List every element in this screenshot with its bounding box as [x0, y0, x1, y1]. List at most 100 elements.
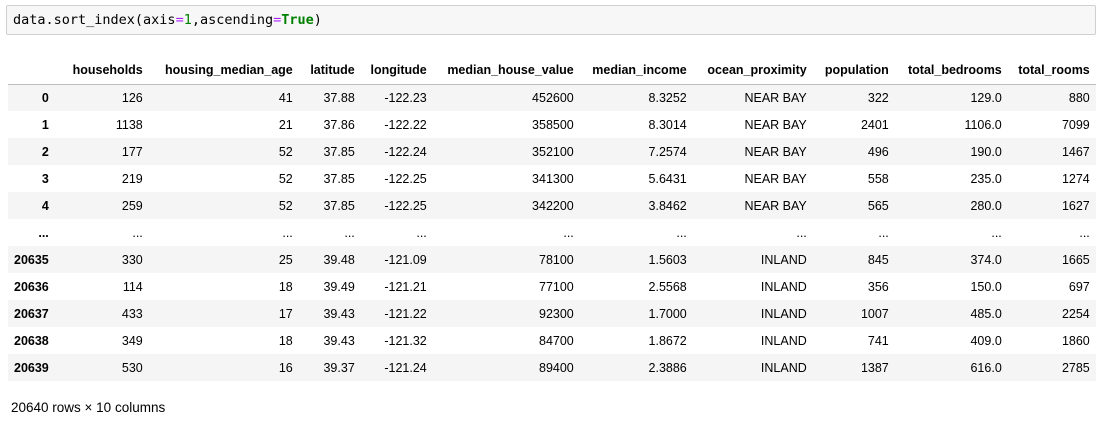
- column-header: housing_median_age: [148, 56, 299, 85]
- table-cell: 8.3252: [648, 90, 687, 105]
- column-header: population: [812, 56, 895, 85]
- table-cell: 52: [278, 144, 293, 159]
- table-cell: 259: [121, 198, 143, 213]
- row-index: ...: [38, 225, 49, 240]
- table-cell: ...: [991, 225, 1002, 240]
- table-cell: -121.24: [384, 360, 427, 375]
- table-cell: 2.5568: [648, 279, 687, 294]
- table-cell: NEAR BAY: [744, 171, 807, 186]
- table-cell: ...: [676, 225, 687, 240]
- table-cell: 8.3014: [648, 117, 687, 132]
- table-cell: INLAND: [760, 279, 807, 294]
- table-cell: 25: [278, 252, 293, 267]
- column-header: median_house_value: [432, 56, 580, 85]
- table-cell: NEAR BAY: [744, 198, 807, 213]
- table-cell: 2.3886: [648, 360, 687, 375]
- column-header: ocean_proximity: [692, 56, 813, 85]
- table-cell: 2401: [860, 117, 889, 132]
- table-row: 3 219 52 37.85 -122.25 341300 5.6431 NEAR BAY 55…: [8, 165, 1096, 192]
- table-cell: 52: [278, 198, 293, 213]
- table-cell: ...: [132, 225, 143, 240]
- table-row: 1 1138 21 37.86 -122.22 358500 8.3014 NEAR BAY 2…: [8, 111, 1096, 138]
- table-cell: 5.6431: [648, 171, 687, 186]
- table-cell: 2785: [1061, 360, 1090, 375]
- table-cell: -122.24: [384, 144, 427, 159]
- row-index: 2: [41, 144, 49, 159]
- table-cell: 845: [867, 252, 889, 267]
- table-cell: 1387: [860, 360, 889, 375]
- code-keyword-true: True: [281, 12, 314, 28]
- table-cell: 1.7000: [648, 306, 687, 321]
- table-cell: 1.8672: [648, 333, 687, 348]
- table-cell: ...: [796, 225, 807, 240]
- table-row: .................................: [8, 219, 1096, 246]
- table-cell: 39.43: [323, 333, 355, 348]
- table-cell: ...: [563, 225, 574, 240]
- table-cell: INLAND: [760, 333, 807, 348]
- column-header: latitude: [298, 56, 361, 85]
- row-index: 20638: [14, 333, 49, 348]
- table-cell: 565: [867, 198, 889, 213]
- table-cell: ...: [282, 225, 293, 240]
- table-cell: 235.0: [970, 171, 1002, 186]
- table-cell: 1.5603: [648, 252, 687, 267]
- table-row: 4 259 52 37.85 -122.25 342200 3.8462 NEAR BAY 56…: [8, 192, 1096, 219]
- table-row: 20639 530 16 39.37 -121.24 89400 2.3886 INLAND 1…: [8, 354, 1096, 381]
- table-cell: 21: [278, 117, 293, 132]
- row-index: 1: [41, 117, 49, 132]
- table-header-row: households housing_median_age latitude long…: [8, 56, 1096, 85]
- table-cell: 358500: [532, 117, 574, 132]
- table-cell: 356: [867, 279, 889, 294]
- table-cell: -122.22: [384, 117, 427, 132]
- table-cell: 616.0: [970, 360, 1002, 375]
- table-cell: 349: [121, 333, 143, 348]
- table-cell: 3.8462: [648, 198, 687, 213]
- row-index: 20637: [14, 306, 49, 321]
- table-cell: 39.37: [323, 360, 355, 375]
- table-cell: 114: [122, 279, 143, 294]
- table-cell: -121.32: [384, 333, 427, 348]
- table-cell: -121.09: [384, 252, 427, 267]
- dataframe-output: households housing_median_age latitude long…: [8, 56, 1096, 381]
- table-cell: 1138: [115, 117, 143, 132]
- table-cell: 37.88: [323, 90, 355, 105]
- table-cell: 1274: [1061, 171, 1090, 186]
- table-cell: 280.0: [970, 198, 1002, 213]
- table-cell: 558: [867, 171, 889, 186]
- column-header: longitude: [360, 56, 433, 85]
- table-cell: 39.43: [323, 306, 355, 321]
- table-cell: NEAR BAY: [744, 117, 807, 132]
- table-cell: 741: [867, 333, 889, 348]
- column-header: total_rooms: [1007, 56, 1096, 85]
- table-cell: ...: [416, 225, 427, 240]
- table-cell: 342200: [532, 198, 574, 213]
- table-cell: 150.0: [970, 279, 1002, 294]
- table-cell: 18: [278, 333, 293, 348]
- row-index: 3: [41, 171, 49, 186]
- table-cell: 341300: [532, 171, 574, 186]
- row-index: 20636: [14, 279, 49, 294]
- table-cell: 496: [867, 144, 889, 159]
- table-cell: 352100: [532, 144, 574, 159]
- table-cell: -122.25: [384, 198, 427, 213]
- table-cell: 330: [121, 252, 143, 267]
- table-cell: 1467: [1061, 144, 1090, 159]
- code-operator-eq: =: [175, 12, 184, 28]
- table-row: 20637 433 17 39.43 -121.22 92300 1.7000 INLAND 1…: [8, 300, 1096, 327]
- dataframe-table: households housing_median_age latitude long…: [8, 56, 1096, 381]
- table-cell: 37.86: [323, 117, 355, 132]
- table-cell: 880: [1068, 90, 1090, 105]
- table-cell: 52: [278, 171, 293, 186]
- table-row: 2 177 52 37.85 -122.24 352100 7.2574 NEAR BAY 49…: [8, 138, 1096, 165]
- table-cell: 78100: [539, 252, 574, 267]
- table-cell: ...: [344, 225, 355, 240]
- table-row: 20635 330 25 39.48 -121.09 78100 1.5603 INLAND 8…: [8, 246, 1096, 273]
- table-cell: 39.49: [323, 279, 355, 294]
- table-cell: 433: [121, 306, 143, 321]
- table-cell: 77100: [539, 279, 574, 294]
- table-cell: NEAR BAY: [744, 90, 807, 105]
- table-cell: 1627: [1061, 198, 1090, 213]
- code-cell-input[interactable]: data.sort_index(axis=1,ascending=True): [6, 5, 1096, 35]
- table-cell: INLAND: [760, 360, 807, 375]
- table-cell: 1007: [860, 306, 889, 321]
